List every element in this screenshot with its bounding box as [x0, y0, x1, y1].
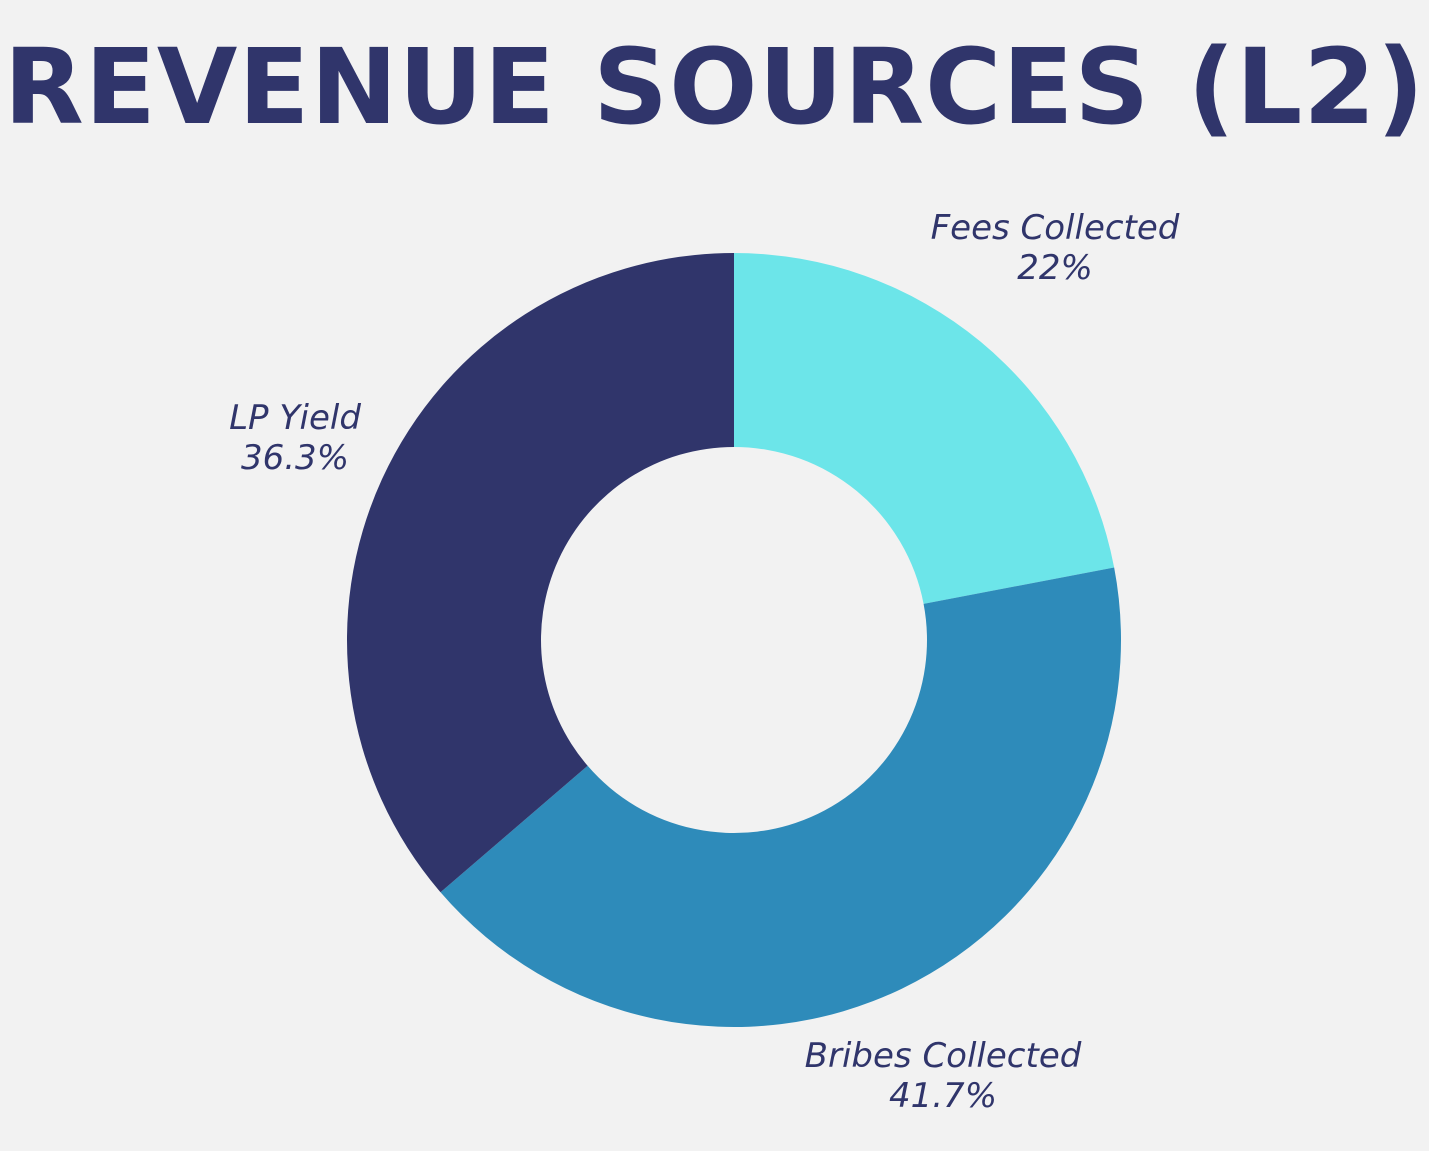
slice-label-name: LP Yield	[229, 398, 361, 438]
slice-label-value: 41.7%	[888, 1076, 997, 1116]
slice-label-value: 22%	[1017, 248, 1093, 288]
slice-label-bribes-collected: Bribes Collected 41.7%	[733, 1036, 1153, 1116]
slice-bribes-collected	[440, 567, 1122, 1028]
chart-title: REVENUE SOURCES (L2)	[3, 26, 1426, 148]
slice-label-name: Bribes Collected	[804, 1036, 1082, 1076]
slice-label-fees-collected: Fees Collected 22%	[845, 208, 1265, 288]
slice-lp-yield	[346, 253, 734, 893]
slice-label-value: 36.3%	[240, 438, 349, 478]
slice-label-lp-yield: LP Yield 36.3%	[85, 398, 505, 478]
slice-label-name: Fees Collected	[930, 208, 1180, 248]
slice-fees-collected	[734, 253, 1115, 604]
